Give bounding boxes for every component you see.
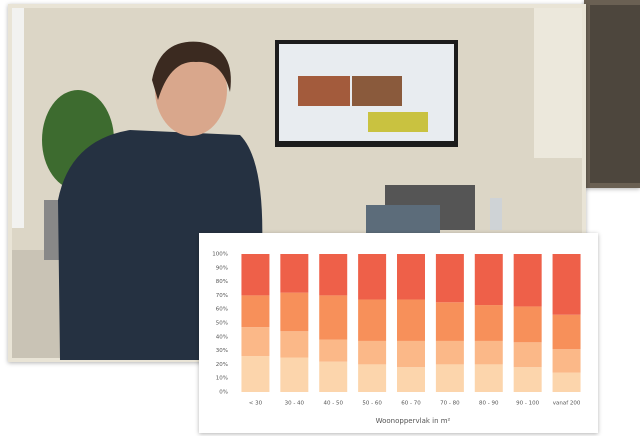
bar-segment [319,295,347,339]
bar-segment [436,302,464,341]
bar-segment [280,331,308,357]
y-tick-label: 20% [216,362,228,368]
bar-segment [436,364,464,392]
y-tick-label: 50% [216,321,228,327]
bar-segment [358,254,386,300]
y-tick-label: 80% [216,279,228,285]
bar-segment [241,254,269,295]
bar-segment [358,341,386,364]
y-tick-label: 90% [216,265,228,271]
bar-segment [553,254,581,315]
bar-segment [475,341,503,364]
bar-segment [553,373,581,392]
x-tick-label: 80 - 90 [479,401,499,407]
bar-segment [514,254,542,306]
bar-segment [514,342,542,367]
bar-segment [241,295,269,327]
x-tick-label: 40 - 50 [323,401,343,407]
bar-segment [397,300,425,341]
x-axis-title: Woonoppervlak in m² [376,417,451,425]
x-tick-label: vanaf 200 [553,401,581,407]
bar-segment [553,315,581,350]
bar-segment [319,362,347,392]
bar-segment [319,340,347,362]
y-tick-label: 60% [216,307,228,313]
y-tick-label: 0% [219,390,228,396]
y-tick-label: 100% [212,252,228,258]
bar-segment [280,293,308,332]
bar-segment [553,349,581,372]
bar-segment [358,364,386,392]
bar-segment [358,300,386,341]
bar-segment [280,358,308,393]
x-tick-label: < 30 [249,401,263,407]
screenshot: Woonoppervlak in m² 0% 10% 20% 30% 40% 50% 60%… [0,0,640,436]
bar-segment [514,367,542,392]
x-tick-label: 60 - 70 [401,401,421,407]
y-tick-label: 10% [216,376,228,382]
y-tick-label: 30% [216,348,228,354]
y-tick-label: 70% [216,293,228,299]
bar-segment [436,341,464,364]
x-tick-label: 70 - 80 [440,401,460,407]
bar-segment [475,305,503,341]
bar-segment [241,327,269,356]
bar-segment [241,356,269,392]
bar-segment [319,254,347,295]
bar-segment [280,254,308,293]
y-tick-label: 40% [216,334,228,340]
bar-segment [475,364,503,392]
x-tick-label: 50 - 60 [362,401,382,407]
bar-segment [397,367,425,392]
x-tick-label: 30 - 40 [285,401,305,407]
bar-segment [436,254,464,302]
bar-segment [475,254,503,305]
bar-segment [397,254,425,300]
x-tick-label: 90 - 100 [516,401,539,407]
bar-segment [397,341,425,367]
bar-segment [514,306,542,342]
